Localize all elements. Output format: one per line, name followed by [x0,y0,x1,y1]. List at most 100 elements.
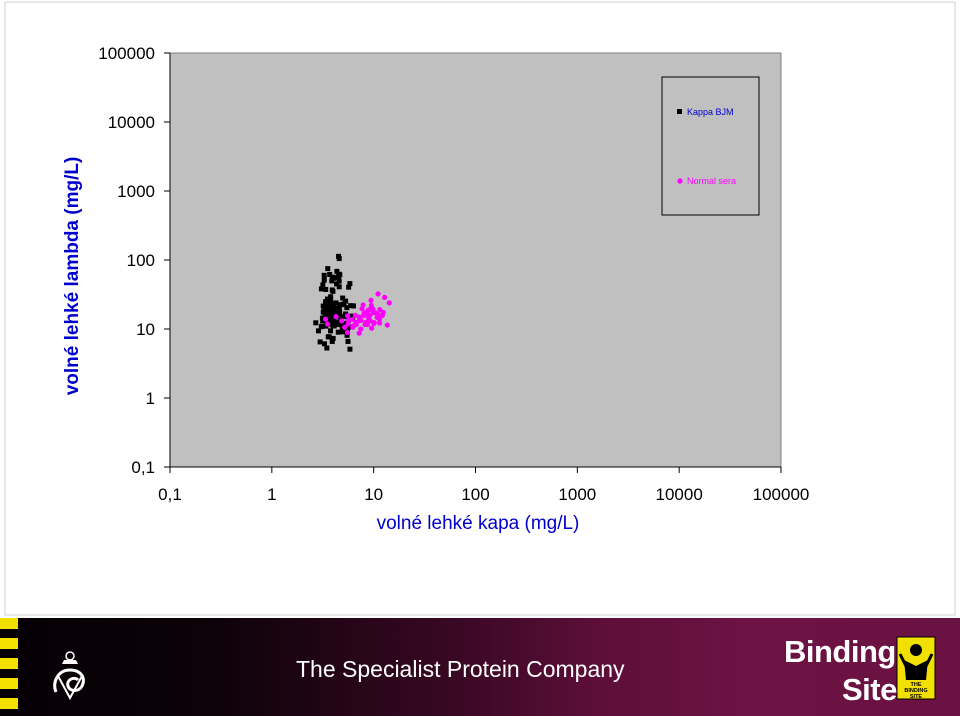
data-point-kappa-bjm [347,346,353,352]
data-point-kappa-bjm [347,281,353,287]
binding-site-logo: Binding Site THE BINDING SITE [782,632,936,712]
data-point-kappa-bjm [319,315,325,321]
data-point-kappa-bjm [335,274,341,280]
y-tick-label: 100 [127,251,155,270]
data-point-normal-sera [358,326,364,332]
data-point-kappa-bjm [335,329,341,335]
data-point-kappa-bjm [336,271,342,277]
data-point-kappa-bjm [336,278,342,284]
data-point-kappa-bjm [326,334,332,340]
data-point-kappa-bjm [331,323,337,329]
data-point-kappa-bjm [330,305,336,311]
data-point-kappa-bjm [337,309,343,315]
data-point-normal-sera [345,313,351,319]
legend-marker-kappa-bjm [677,109,682,114]
data-point-kappa-bjm [323,323,329,329]
data-point-kappa-bjm [324,345,330,351]
data-point-kappa-bjm [336,306,342,312]
logo-word-binding: Binding [784,634,896,669]
data-point-kappa-bjm [329,275,335,281]
legend-label: Normal sera [687,176,736,186]
data-point-kappa-bjm [325,309,331,315]
scatter-chart: 0,1 1 10 100 1000 10000 100000 0,1 1 10 100 1000 100… [4,1,956,616]
data-point-normal-sera [369,325,375,331]
data-point-kappa-bjm [328,294,334,300]
data-point-kappa-bjm [338,322,344,328]
data-point-normal-sera [356,330,362,336]
data-point-kappa-bjm [333,300,339,306]
data-point-kappa-bjm [334,268,340,274]
royal-crest-icon [53,651,85,701]
data-point-normal-sera [325,321,331,327]
x-tick-label: 10 [364,485,383,504]
data-point-kappa-bjm [326,317,332,323]
company-tagline: The Specialist Protein Company [296,656,625,682]
data-point-kappa-bjm [318,324,324,330]
data-point-normal-sera [377,307,383,313]
data-point-kappa-bjm [323,299,329,305]
data-point-kappa-bjm [327,271,333,277]
data-point-kappa-bjm [339,302,345,308]
legend-box [661,76,760,216]
data-point-normal-sera [386,300,392,306]
data-point-normal-sera [366,315,372,321]
legend-label: Kappa BJM [687,107,734,117]
x-tick-label: 0,1 [158,485,182,504]
y-tick-label: 1 [146,389,155,408]
data-point-kappa-bjm [329,315,335,321]
data-point-kappa-bjm [326,306,332,312]
x-tick-label: 10000 [656,485,703,504]
data-point-kappa-bjm [322,341,328,347]
data-point-kappa-bjm [329,278,335,284]
data-point-kappa-bjm [324,307,330,313]
data-point-normal-sera [371,309,377,315]
data-point-normal-sera [361,312,367,319]
data-point-normal-sera [322,316,329,322]
data-point-kappa-bjm [340,295,346,301]
data-point-normal-sera [371,319,377,326]
y-axis-title: volné lehké lambda (mg/L) [62,157,83,396]
y-tick-label: 0,1 [131,458,155,477]
plot-area [169,52,782,468]
data-point-normal-sera [380,309,386,316]
data-point-normal-sera [382,294,388,301]
data-point-normal-sera [344,329,351,336]
data-point-kappa-bjm [328,309,334,315]
data-point-kappa-bjm [324,296,330,302]
data-point-kappa-bjm [320,282,326,288]
logo-badge-label: SITE [910,694,923,700]
x-tick-label: 100000 [753,485,810,504]
logo-word-site: Site [842,672,897,707]
y-tick-label: 10000 [108,113,155,132]
yellow-stripe-decoration [0,618,18,716]
data-point-kappa-bjm [317,339,323,345]
data-point-kappa-bjm [344,332,350,338]
data-point-kappa-bjm [336,256,342,262]
slide-content-border [4,1,956,616]
data-point-normal-sera [384,322,390,328]
data-point-kappa-bjm [334,319,340,325]
x-tick-label: 100 [461,485,489,504]
y-tick-label: 100000 [98,44,155,63]
data-point-normal-sera [365,307,371,314]
data-point-normal-sera [351,323,357,329]
x-tick-label: 1000 [558,485,596,504]
data-point-kappa-bjm [328,328,334,334]
data-point-kappa-bjm [336,314,342,320]
data-point-normal-sera [375,291,381,297]
data-point-kappa-bjm [334,281,340,287]
data-point-normal-sera [333,314,339,320]
data-point-kappa-bjm [340,314,346,320]
data-point-kappa-bjm [325,299,331,305]
data-point-normal-sera [364,321,371,328]
data-point-kappa-bjm [321,277,327,283]
logo-badge-label: BINDING [904,688,927,694]
data-point-kappa-bjm [318,286,324,292]
data-point-kappa-bjm [320,318,326,324]
data-point-kappa-bjm [344,305,350,311]
data-point-kappa-bjm [320,303,326,309]
data-point-normal-sera [360,302,366,308]
x-tick-label: 1 [267,485,276,504]
data-point-kappa-bjm [323,286,329,292]
data-point-kappa-bjm [329,338,335,344]
